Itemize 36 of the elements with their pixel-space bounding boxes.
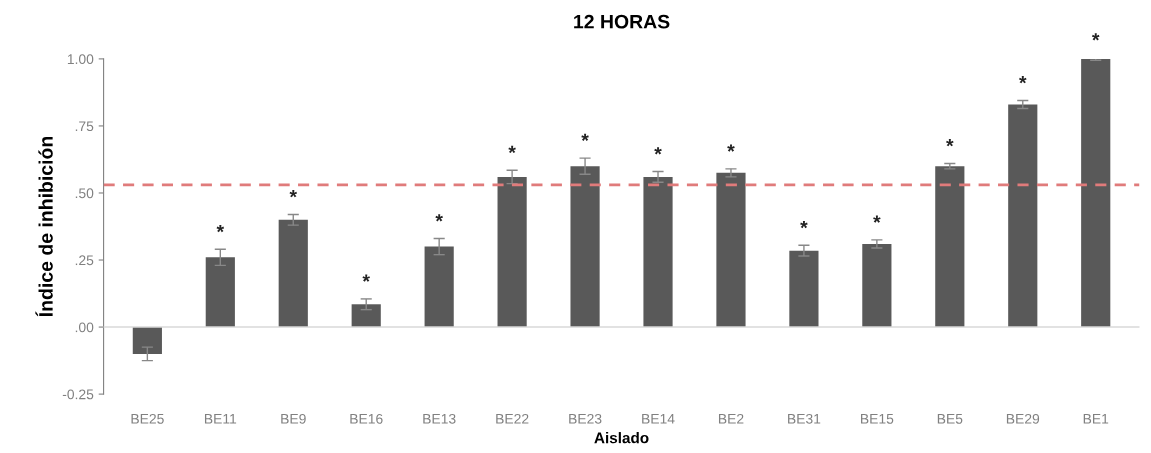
data-label: *	[1091, 33, 1100, 41]
data-label: *	[216, 224, 225, 233]
data-label: *	[1019, 76, 1027, 84]
x-tick-label: BE23	[569, 413, 602, 424]
x-tick-label: BE2	[718, 413, 744, 424]
x-tick-label: BE14	[642, 414, 675, 424]
y-tick-label: .00	[75, 322, 94, 333]
data-label: *	[654, 147, 662, 155]
chart-title: 12 HORAS	[574, 14, 670, 29]
x-tick-label: BE13	[423, 413, 456, 424]
x-tick-label: BE15	[861, 414, 894, 424]
x-tick-label: BE25	[131, 413, 164, 424]
x-tick-label: BE5	[937, 414, 963, 424]
y-tick-label: 1.00	[67, 54, 94, 65]
data-label: *	[362, 274, 370, 282]
x-axis-title: Aislado	[594, 432, 649, 444]
x-tick-label: BE11	[204, 414, 237, 424]
x-tick-label: BE31	[788, 413, 821, 424]
data-label: *	[800, 220, 808, 229]
data-label: *	[508, 145, 516, 154]
data-label: *	[289, 190, 298, 198]
x-tick-label: BE16	[350, 413, 383, 424]
data-label: *	[727, 144, 735, 152]
data-label: *	[873, 215, 881, 223]
x-tick-label: BE29	[1006, 413, 1040, 424]
y-axis-title: Índice de inhibición	[35, 136, 53, 317]
data-label: *	[946, 139, 954, 147]
y-tick-label: -0.25	[62, 389, 94, 400]
x-tick-label: BE22	[496, 413, 529, 424]
y-tick-label: .25	[75, 255, 94, 266]
x-tick-label: BE1	[1083, 414, 1109, 424]
x-tick-label: BE9	[281, 413, 306, 424]
y-tick-label: .50	[75, 188, 94, 199]
data-label: *	[581, 133, 589, 141]
y-tick-label: .75	[75, 121, 94, 132]
data-label: *	[435, 214, 443, 222]
